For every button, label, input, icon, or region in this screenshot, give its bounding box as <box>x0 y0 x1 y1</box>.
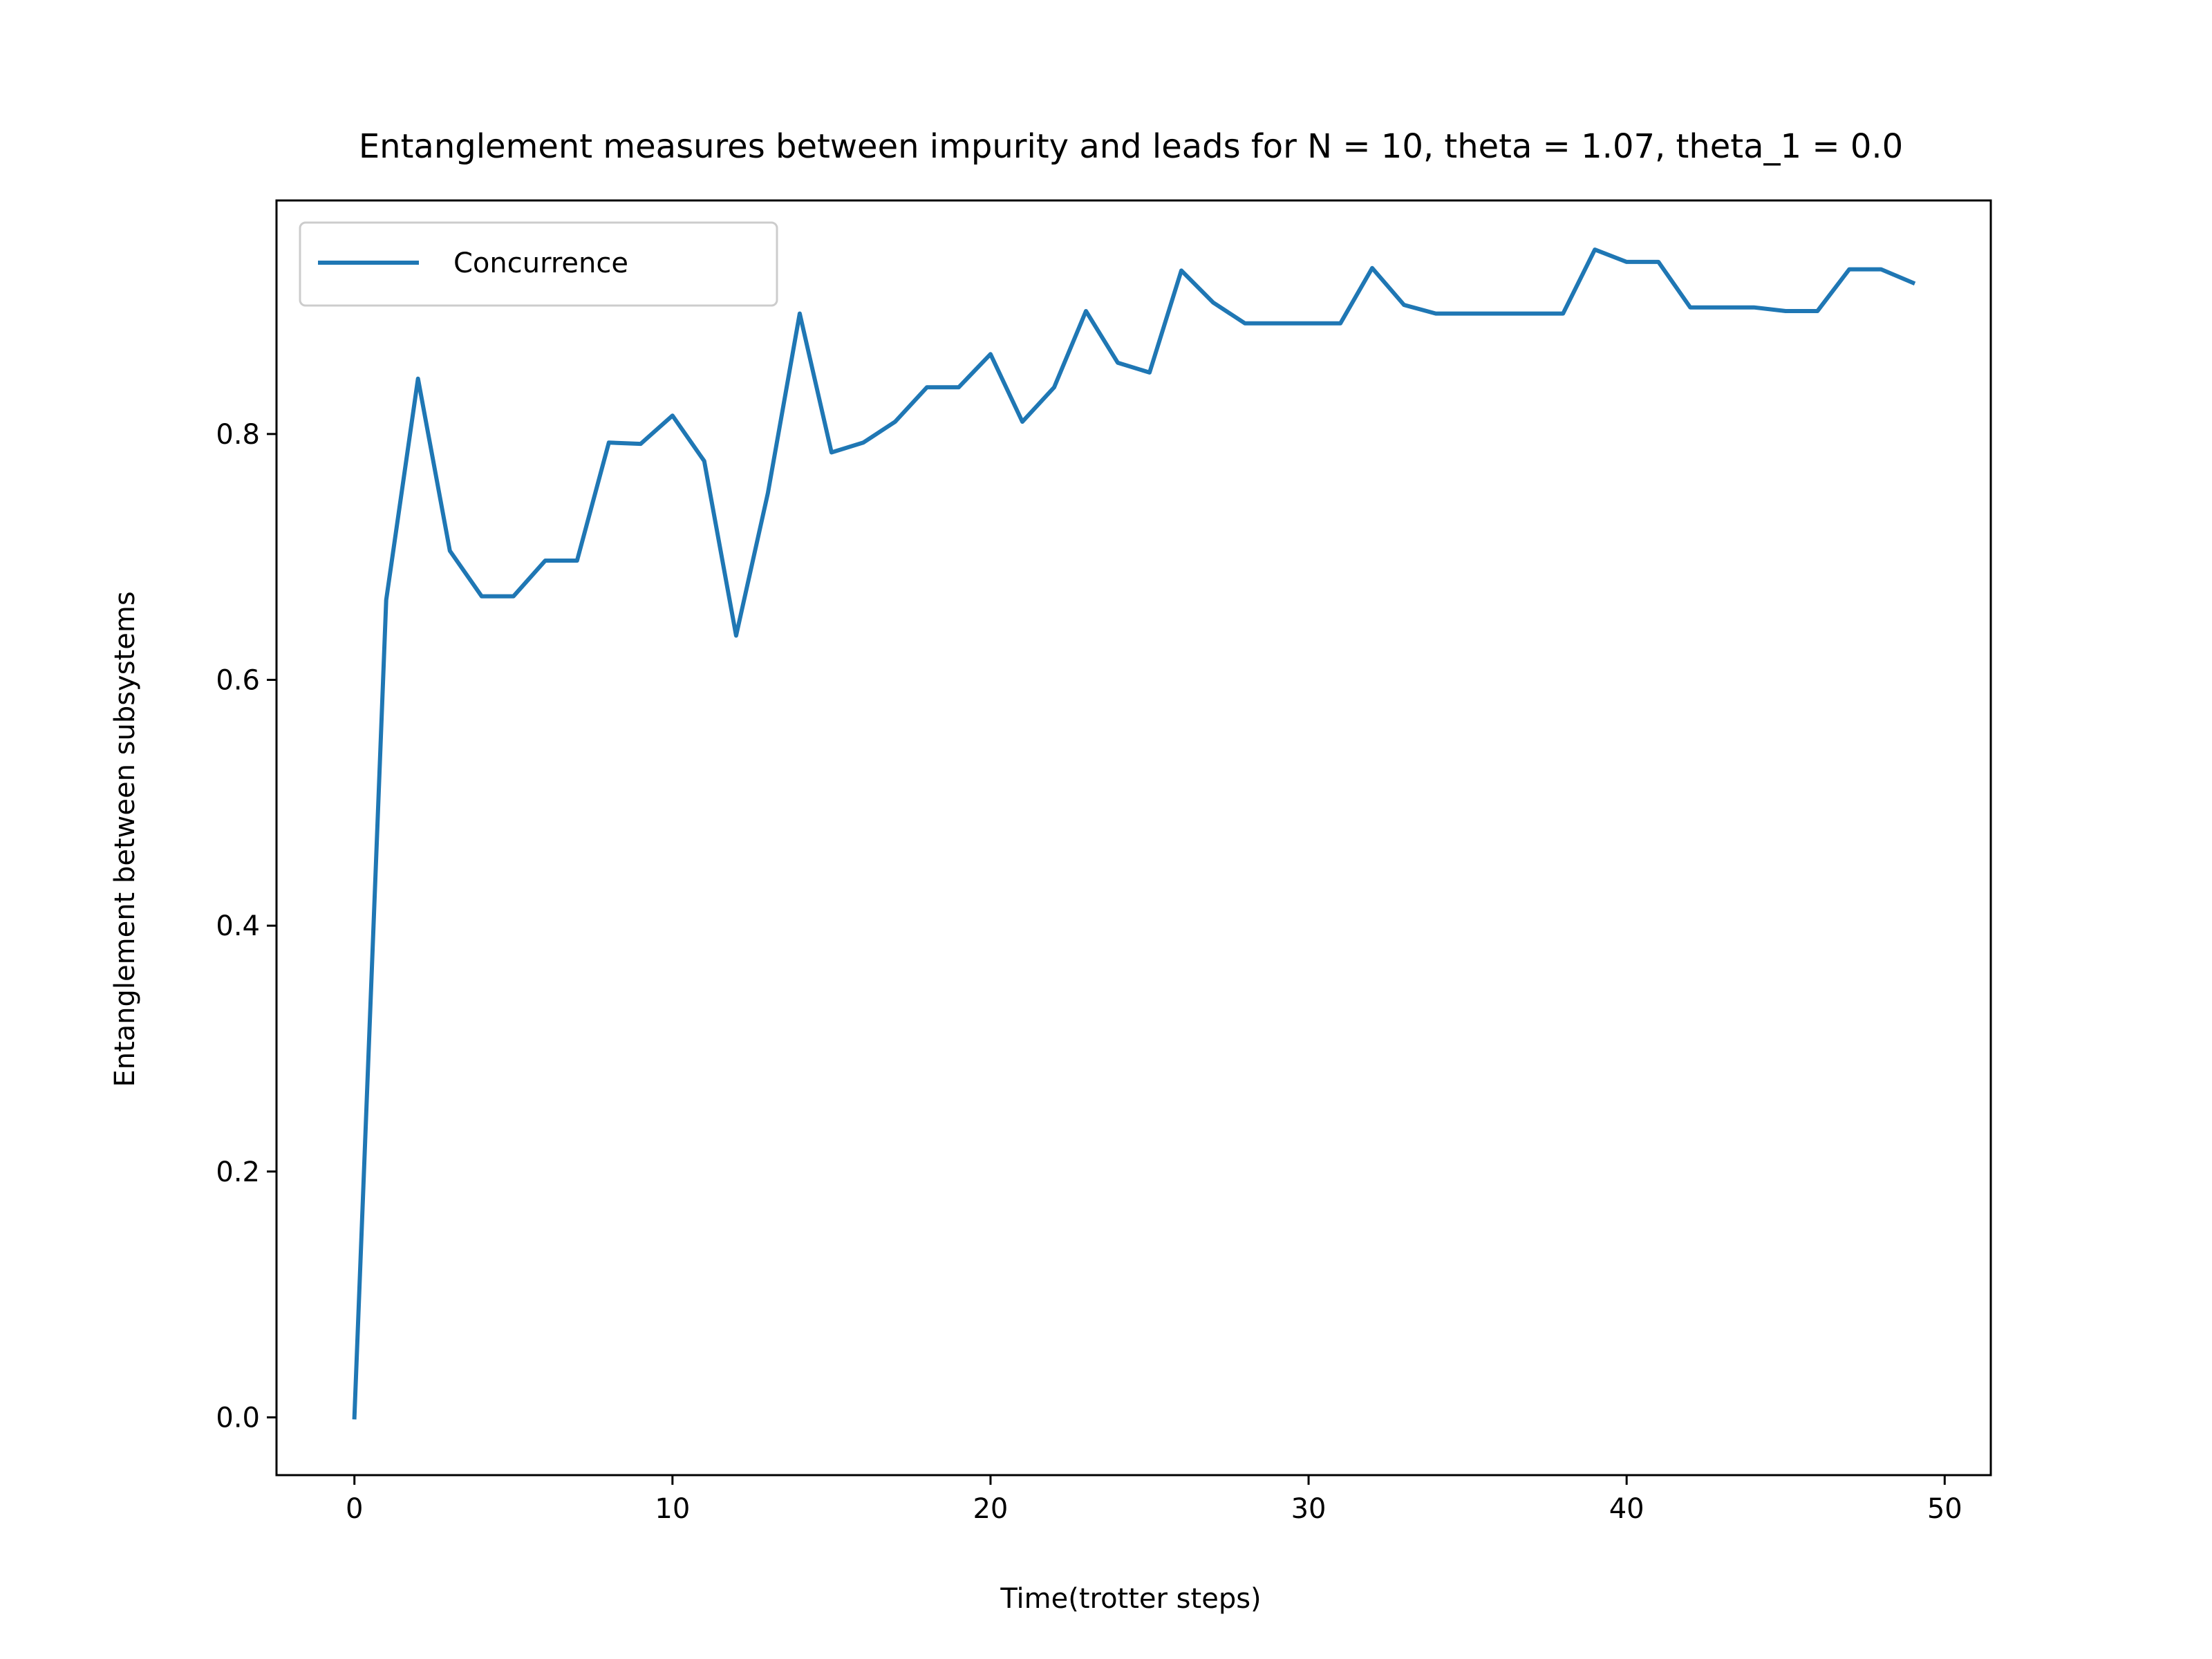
data-point <box>1593 247 1597 252</box>
data-point <box>734 634 738 638</box>
data-point <box>1879 268 1883 272</box>
data-point <box>1116 361 1120 365</box>
data-point <box>1465 312 1470 316</box>
data-point <box>1052 385 1056 389</box>
data-point <box>1529 312 1533 316</box>
data-point <box>1147 371 1152 375</box>
data-point <box>1020 420 1024 424</box>
data-point <box>798 312 802 316</box>
data-point <box>1338 321 1342 326</box>
x-tick-label: 20 <box>973 1493 1008 1525</box>
legend: Concurrence <box>299 221 778 307</box>
data-point <box>702 459 706 463</box>
y-tick-label: 0.8 <box>216 419 260 451</box>
data-point <box>766 491 770 495</box>
data-point <box>1370 266 1374 270</box>
x-tick-label: 50 <box>1927 1493 1962 1525</box>
data-point <box>1847 268 1851 272</box>
data-point <box>671 413 675 418</box>
data-point <box>1783 309 1788 313</box>
x-axis-label: Time(trotter steps) <box>1000 1583 1261 1615</box>
data-point <box>893 420 897 424</box>
data-point <box>1179 268 1183 272</box>
data-point <box>1275 321 1279 326</box>
data-point <box>1561 312 1565 316</box>
legend-box <box>299 221 778 307</box>
data-point <box>448 549 452 553</box>
data-point <box>830 451 834 455</box>
x-tick-label: 30 <box>1291 1493 1327 1525</box>
data-point <box>1656 260 1660 264</box>
data-point <box>1752 306 1756 310</box>
chart-title: Entanglement measures between impurity a… <box>359 127 1903 166</box>
data-point <box>1434 312 1438 316</box>
data-point <box>1243 321 1247 326</box>
data-point <box>543 559 547 563</box>
y-tick-label: 0.2 <box>216 1156 260 1188</box>
data-point <box>416 377 420 381</box>
series-line-concurrence <box>352 247 1916 1420</box>
data-point <box>957 385 961 389</box>
x-tick-label: 0 <box>346 1493 363 1525</box>
y-tick-label: 0.6 <box>216 665 260 697</box>
axes: 0 10 20 30 40 50 0.0 0.2 0.4 0.6 0.8 <box>216 199 1992 1525</box>
data-point <box>1497 312 1501 316</box>
y-tick-label: 0.4 <box>216 910 260 942</box>
y-axis-label: Entanglement between subsystems <box>109 591 141 1087</box>
data-point <box>1688 306 1692 310</box>
x-tick-label: 10 <box>655 1493 690 1525</box>
data-point <box>988 352 993 356</box>
data-point <box>1402 303 1406 307</box>
axes-frame <box>275 199 1992 1477</box>
data-point <box>861 440 865 444</box>
data-point <box>1084 309 1088 313</box>
x-tick-label: 40 <box>1609 1493 1644 1525</box>
data-point <box>384 598 388 602</box>
y-tick-label: 0.0 <box>216 1402 260 1434</box>
plot-area <box>352 247 1916 1420</box>
data-point <box>575 559 579 563</box>
data-point <box>925 385 929 389</box>
data-point <box>639 442 643 446</box>
data-point <box>607 440 611 444</box>
data-point <box>1720 306 1724 310</box>
data-point <box>512 594 516 599</box>
data-point <box>1911 281 1915 285</box>
data-point <box>1815 309 1819 313</box>
legend-label: Concurrence <box>453 247 628 279</box>
data-point <box>480 594 484 599</box>
data-point <box>1211 301 1215 305</box>
data-point <box>1306 321 1311 326</box>
data-point <box>1624 260 1629 264</box>
data-point <box>353 1415 357 1419</box>
